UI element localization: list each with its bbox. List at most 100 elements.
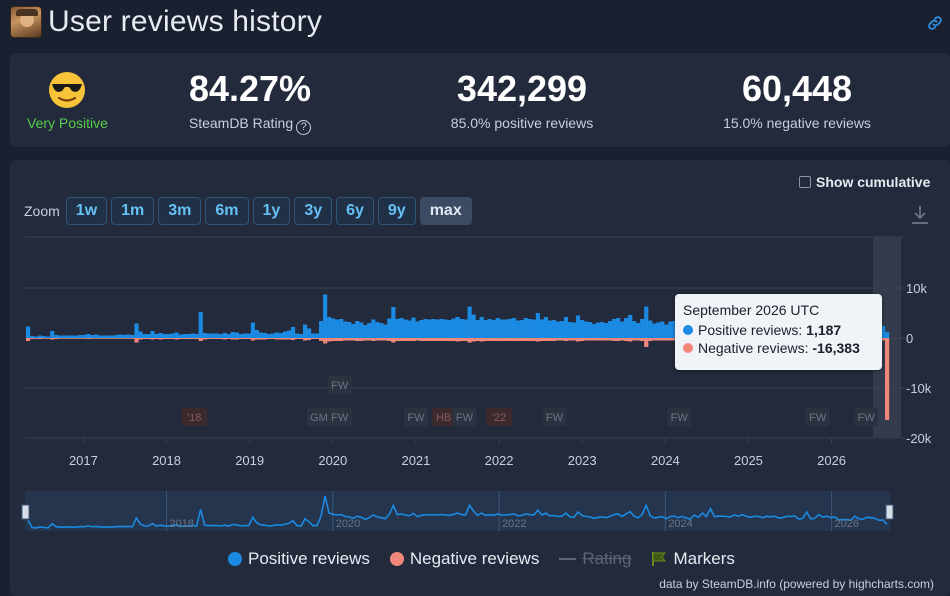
positive-bar[interactable]: [339, 319, 344, 338]
negative-bar[interactable]: [50, 338, 55, 340]
positive-bar[interactable]: [636, 323, 641, 338]
positive-bar[interactable]: [50, 331, 55, 338]
positive-bar[interactable]: [266, 334, 272, 338]
zoom-1y-button[interactable]: 1y: [252, 197, 291, 225]
negative-bar[interactable]: [383, 338, 388, 341]
positive-bar[interactable]: [170, 333, 175, 339]
negative-bar[interactable]: [447, 338, 452, 341]
positive-bar[interactable]: [395, 319, 400, 338]
negative-bar[interactable]: [202, 338, 207, 340]
negative-bar[interactable]: [604, 338, 609, 341]
negative-bar[interactable]: [335, 338, 340, 341]
negative-bar[interactable]: [620, 338, 625, 341]
negative-bar[interactable]: [242, 338, 247, 339]
positive-bar[interactable]: [343, 321, 348, 339]
positive-bar[interactable]: [274, 332, 280, 339]
positive-bar[interactable]: [130, 335, 135, 338]
positive-bar[interactable]: [503, 319, 508, 339]
positive-bar[interactable]: [660, 321, 665, 339]
positive-bar[interactable]: [190, 333, 195, 339]
negative-bar[interactable]: [511, 338, 516, 341]
negative-bar[interactable]: [660, 338, 665, 341]
positive-bar[interactable]: [294, 333, 300, 339]
positive-bar[interactable]: [519, 320, 524, 338]
negative-bar[interactable]: [94, 338, 99, 339]
positive-bar[interactable]: [238, 334, 243, 338]
negative-bar[interactable]: [608, 338, 613, 341]
positive-bar[interactable]: [459, 319, 464, 338]
negative-bar[interactable]: [327, 338, 332, 342]
positive-bar[interactable]: [351, 324, 356, 338]
negative-bar[interactable]: [58, 338, 63, 339]
positive-bar[interactable]: [34, 336, 39, 339]
negative-bar[interactable]: [455, 338, 460, 342]
positive-bar[interactable]: [672, 321, 677, 338]
negative-bar[interactable]: [122, 338, 127, 339]
negative-bar[interactable]: [523, 338, 528, 341]
negative-bar[interactable]: [194, 338, 199, 339]
positive-bar[interactable]: [363, 325, 368, 338]
navigator-right-handle[interactable]: [885, 504, 894, 520]
positive-bar[interactable]: [555, 321, 561, 339]
negative-bar[interactable]: [186, 338, 191, 339]
negative-bar[interactable]: [656, 338, 661, 341]
negative-bar[interactable]: [150, 338, 155, 340]
positive-bar[interactable]: [423, 319, 428, 338]
positive-bar[interactable]: [282, 331, 288, 339]
negative-bar[interactable]: [503, 338, 508, 341]
positive-bar[interactable]: [427, 319, 432, 339]
positive-bar[interactable]: [419, 320, 424, 338]
positive-bar[interactable]: [214, 333, 219, 339]
negative-bar[interactable]: [46, 338, 51, 339]
download-icon[interactable]: [910, 204, 930, 226]
negative-bar[interactable]: [198, 338, 203, 341]
positive-bar[interactable]: [463, 319, 468, 339]
negative-bar[interactable]: [66, 338, 71, 339]
positive-bar[interactable]: [347, 322, 352, 338]
positive-bar[interactable]: [475, 320, 480, 338]
negative-bar[interactable]: [262, 338, 268, 340]
positive-bar[interactable]: [632, 321, 637, 338]
positive-bar[interactable]: [74, 335, 79, 339]
positive-bar[interactable]: [579, 320, 585, 338]
positive-bar[interactable]: [186, 334, 191, 338]
zoom-1w-button[interactable]: 1w: [65, 197, 108, 225]
positive-bar[interactable]: [58, 335, 63, 339]
negative-bar[interactable]: [290, 338, 296, 340]
navigator-left-handle[interactable]: [21, 504, 30, 520]
negative-bar[interactable]: [238, 338, 243, 339]
negative-bar[interactable]: [459, 338, 464, 341]
positive-bar[interactable]: [258, 332, 264, 339]
positive-bar[interactable]: [54, 335, 59, 338]
positive-bar[interactable]: [150, 331, 155, 338]
positive-bar[interactable]: [563, 317, 569, 338]
positive-bar[interactable]: [447, 320, 452, 338]
positive-bar[interactable]: [652, 323, 657, 339]
positive-bar[interactable]: [455, 317, 460, 338]
negative-bar[interactable]: [411, 338, 416, 341]
negative-bar[interactable]: [82, 338, 87, 339]
positive-bar[interactable]: [535, 313, 540, 338]
negative-bar[interactable]: [138, 338, 143, 340]
positive-bar[interactable]: [158, 333, 163, 338]
navigator-window[interactable]: [25, 491, 890, 531]
negative-bar[interactable]: [407, 338, 412, 341]
zoom-9y-button[interactable]: 9y: [377, 197, 416, 225]
positive-bar[interactable]: [668, 321, 673, 339]
positive-bar[interactable]: [70, 335, 75, 339]
negative-bar[interactable]: [294, 338, 300, 339]
negative-bar[interactable]: [174, 338, 179, 340]
negative-bar[interactable]: [628, 338, 633, 342]
positive-bar[interactable]: [399, 318, 404, 338]
negative-bar[interactable]: [395, 338, 400, 341]
positive-bar[interactable]: [379, 323, 384, 338]
negative-bar[interactable]: [591, 338, 597, 341]
negative-bar[interactable]: [463, 338, 468, 341]
positive-bar[interactable]: [94, 334, 99, 339]
positive-bar[interactable]: [612, 319, 617, 338]
positive-bar[interactable]: [591, 324, 597, 338]
positive-bar[interactable]: [543, 317, 549, 338]
positive-bar[interactable]: [90, 335, 95, 338]
negative-bar[interactable]: [343, 338, 348, 341]
negative-bar[interactable]: [399, 338, 404, 341]
